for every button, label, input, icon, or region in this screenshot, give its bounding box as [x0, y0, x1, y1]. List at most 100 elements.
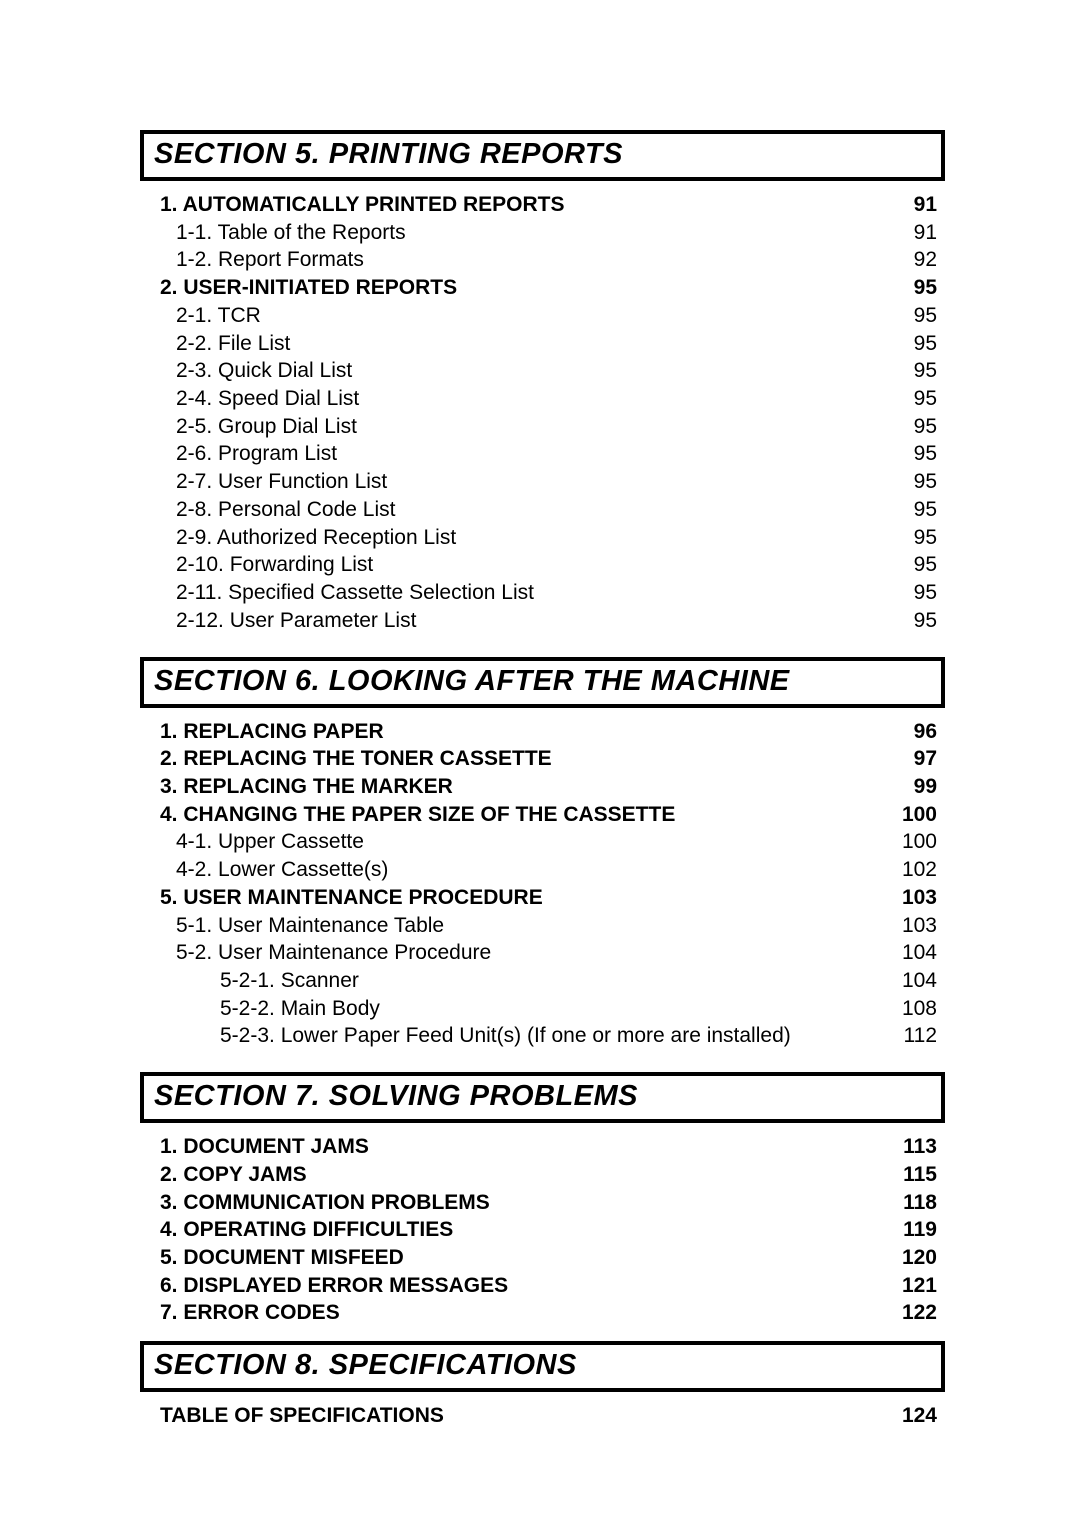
toc-entry-page: 119	[887, 1216, 937, 1244]
toc-entry-page: 95	[887, 524, 937, 552]
toc-entry-label: 5-2-2. Main Body	[220, 995, 380, 1023]
toc-entry: 5-2-2. Main Body 108	[160, 995, 937, 1023]
toc-entry-page: 102	[887, 856, 937, 884]
toc-entry-page: 103	[887, 912, 937, 940]
toc-entry: 2-8. Personal Code List 95	[160, 496, 937, 524]
toc-entry-label: 1. DOCUMENT JAMS	[160, 1133, 369, 1161]
toc-entry-page: 91	[887, 219, 937, 247]
toc-entry-page: 95	[887, 385, 937, 413]
toc-entry-list: 1. AUTOMATICALLY PRINTED REPORTS911-1. T…	[140, 191, 945, 635]
toc-entry-page: 120	[887, 1244, 937, 1272]
toc-entry-label: 4. OPERATING DIFFICULTIES	[160, 1216, 453, 1244]
toc-entry-label: 5. USER MAINTENANCE PROCEDURE	[160, 884, 543, 912]
toc-entry: 4. OPERATING DIFFICULTIES 119	[160, 1216, 937, 1244]
toc-entry-page: 95	[887, 551, 937, 579]
toc-entry-page: 95	[887, 330, 937, 358]
toc-entry: 7. ERROR CODES 122	[160, 1299, 937, 1327]
toc-entry-page: 95	[887, 496, 937, 524]
toc-entry: 2-1. TCR 95	[160, 302, 937, 330]
toc-entry: 2. USER-INITIATED REPORTS95	[160, 274, 937, 302]
toc-entry: 4-1. Upper Cassette 100	[160, 828, 937, 856]
toc-entry-page: 104	[887, 939, 937, 967]
toc-entry-page: 100	[887, 828, 937, 856]
toc-entry: 2-9. Authorized Reception List 95	[160, 524, 937, 552]
toc-entry-page: 108	[887, 995, 937, 1023]
toc-entry: 4. CHANGING THE PAPER SIZE OF THE CASSET…	[160, 801, 937, 829]
toc-entry-page: 121	[887, 1272, 937, 1300]
toc-entry: 1. DOCUMENT JAMS 113	[160, 1133, 937, 1161]
toc-entry-page: 104	[887, 967, 937, 995]
toc-entry: 5-2-3. Lower Paper Feed Unit(s) (If one …	[160, 1022, 937, 1050]
toc-entry: 1-1. Table of the Reports91	[160, 219, 937, 247]
toc-entry-label: 2-6. Program List	[176, 440, 337, 468]
toc-entry: 2-7. User Function List 95	[160, 468, 937, 496]
toc-entry-label: 2-5. Group Dial List	[176, 413, 357, 441]
toc-entry: 2-5. Group Dial List95	[160, 413, 937, 441]
toc-entry-label: 5-2-3. Lower Paper Feed Unit(s) (If one …	[220, 1022, 791, 1050]
toc-entry-label: 5. DOCUMENT MISFEED	[160, 1244, 404, 1272]
toc-entry-list: 1. DOCUMENT JAMS 1132. COPY JAMS1153. COM…	[140, 1133, 945, 1327]
toc-entry-page: 91	[887, 191, 937, 219]
toc-entry: 5-2. User Maintenance Procedure104	[160, 939, 937, 967]
toc-entry: 1. AUTOMATICALLY PRINTED REPORTS91	[160, 191, 937, 219]
toc-entry-page: 95	[887, 468, 937, 496]
toc-entry-label: 1-2. Report Formats	[176, 246, 364, 274]
toc-entry-page: 124	[887, 1402, 937, 1430]
toc-entry-page: 118	[887, 1189, 937, 1217]
toc-entry-page: 99	[887, 773, 937, 801]
toc-entry-page: 95	[887, 440, 937, 468]
toc-entry: 2-11. Specified Cassette Selection List 9…	[160, 579, 937, 607]
toc-entry-label: 1. REPLACING PAPER	[160, 718, 384, 746]
toc-entry-list: 1. REPLACING PAPER 962. REPLACING THE TON…	[140, 718, 945, 1051]
section-title: SECTION 5. PRINTING REPORTS	[154, 138, 623, 170]
toc-entry-label: 2-10. Forwarding List	[176, 551, 373, 579]
section-title: SECTION 7. SOLVING PROBLEMS	[154, 1080, 638, 1112]
toc-entry-label: 4. CHANGING THE PAPER SIZE OF THE CASSET…	[160, 801, 675, 829]
toc-entry: 1-2. Report Formats 92	[160, 246, 937, 274]
toc-entry-page: 100	[887, 801, 937, 829]
toc-entry-label: 2-4. Speed Dial List	[176, 385, 359, 413]
toc-entry-label: 2-3. Quick Dial List	[176, 357, 352, 385]
toc-entry: 1. REPLACING PAPER 96	[160, 718, 937, 746]
toc-entry: 3. COMMUNICATION PROBLEMS118	[160, 1189, 937, 1217]
toc-entry-page: 113	[887, 1133, 937, 1161]
toc-entry-label: 4-1. Upper Cassette	[176, 828, 364, 856]
toc-entry-page: 95	[887, 302, 937, 330]
section-title: SECTION 8. SPECIFICATIONS	[154, 1349, 577, 1381]
toc-entry-label: 2-7. User Function List	[176, 468, 387, 496]
section-title: SECTION 6. LOOKING AFTER THE MACHINE	[154, 665, 790, 697]
toc-entry-label: 2-9. Authorized Reception List	[176, 524, 456, 552]
toc-entry-label: 2-12. User Parameter List	[176, 607, 416, 635]
toc-entry-page: 92	[887, 246, 937, 274]
toc-entry: 2-2. File List 95	[160, 330, 937, 358]
toc-entry-label: 5-1. User Maintenance Table	[176, 912, 444, 940]
toc-entry-label: 2-2. File List	[176, 330, 290, 358]
toc-entry-label: 2. COPY JAMS	[160, 1161, 307, 1189]
toc-entry: 2. REPLACING THE TONER CASSETTE97	[160, 745, 937, 773]
toc-entry: 5. DOCUMENT MISFEED 120	[160, 1244, 937, 1272]
toc-entry-page: 103	[887, 884, 937, 912]
toc-entry-page: 95	[887, 357, 937, 385]
section-header: SECTION 6. LOOKING AFTER THE MACHINE	[140, 657, 945, 708]
toc-entry: 2-12. User Parameter List95	[160, 607, 937, 635]
section-header: SECTION 8. SPECIFICATIONS	[140, 1341, 945, 1392]
toc-entry: 4-2. Lower Cassette(s) 102	[160, 856, 937, 884]
toc-entry-label: 7. ERROR CODES	[160, 1299, 340, 1327]
toc-entry-label: 5-2-1. Scanner	[220, 967, 359, 995]
toc-entry-label: 2-8. Personal Code List	[176, 496, 395, 524]
toc-entry-label: 2. USER-INITIATED REPORTS	[160, 274, 457, 302]
toc-entry-label: 3. REPLACING THE MARKER	[160, 773, 453, 801]
section-header: SECTION 5. PRINTING REPORTS	[140, 130, 945, 181]
toc-entry-page: 95	[887, 579, 937, 607]
toc-entry: 2. COPY JAMS115	[160, 1161, 937, 1189]
toc-entry: 5-2-1. Scanner 104	[160, 967, 937, 995]
toc-entry-label: 2-1. TCR	[176, 302, 261, 330]
toc-entry: 2-4. Speed Dial List 95	[160, 385, 937, 413]
toc-entry-label: 2-11. Specified Cassette Selection List	[176, 579, 534, 607]
toc-entry-page: 97	[887, 745, 937, 773]
toc-entry-label: 4-2. Lower Cassette(s)	[176, 856, 388, 884]
toc-entry-label: 6. DISPLAYED ERROR MESSAGES	[160, 1272, 508, 1300]
toc-entry-page: 122	[887, 1299, 937, 1327]
toc-entry: 5. USER MAINTENANCE PROCEDURE 103	[160, 884, 937, 912]
toc-entry-page: 96	[887, 718, 937, 746]
